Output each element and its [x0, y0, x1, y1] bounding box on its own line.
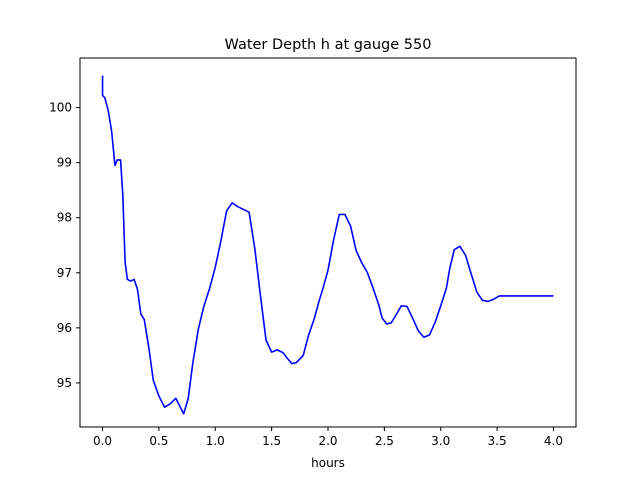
x-tick-label: 1.0	[206, 434, 225, 448]
y-tick-label: 100	[49, 101, 72, 115]
x-axis-label: hours	[311, 456, 345, 470]
y-tick-label: 97	[57, 266, 72, 280]
x-tick-label: 3.0	[431, 434, 450, 448]
x-tick-label: 2.5	[375, 434, 394, 448]
x-tick-label: 0.5	[149, 434, 168, 448]
series-line	[101, 75, 554, 415]
x-tick-label: 1.5	[262, 434, 281, 448]
chart-title: Water Depth h at gauge 550	[225, 37, 432, 53]
y-axis-ticks: 95 96 97 98 99 100	[49, 101, 80, 390]
y-tick-label: 98	[57, 211, 72, 225]
x-tick-label: 4.0	[544, 434, 563, 448]
y-tick-label: 99	[57, 156, 72, 170]
y-tick-label: 96	[57, 321, 72, 335]
y-tick-label: 95	[57, 376, 72, 390]
x-tick-label: 3.5	[488, 434, 507, 448]
x-tick-label: 0.0	[93, 434, 112, 448]
x-tick-label: 2.0	[318, 434, 337, 448]
x-axis-ticks: 0.0 0.5 1.0 1.5 2.0 2.5 3.0 3.5 4.0	[93, 427, 563, 448]
